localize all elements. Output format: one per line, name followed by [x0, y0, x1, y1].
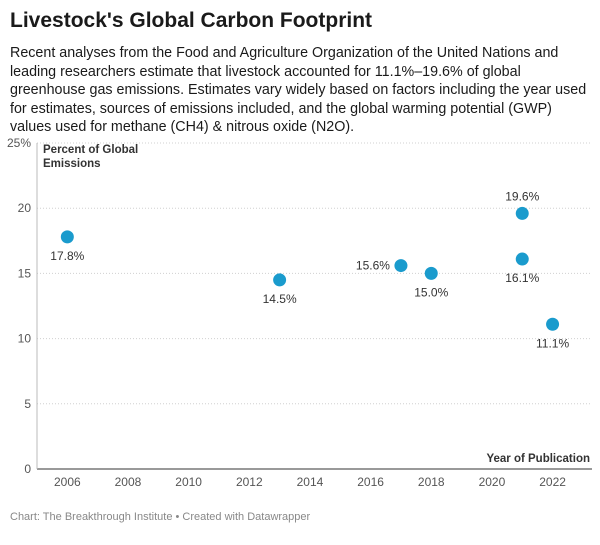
- data-label: 16.1%: [505, 271, 539, 285]
- x-tick-label: 2018: [418, 475, 445, 489]
- x-tick-label: 2022: [539, 475, 566, 489]
- data-point: [515, 206, 529, 220]
- y-tick-label: 25%: [7, 136, 31, 150]
- y-tick-label: 10: [18, 332, 32, 346]
- data-labels: 17.8% 14.5% 15.6% 15.0% 19.6% 16.1% 11.1%: [50, 189, 569, 350]
- data-point: [424, 266, 438, 280]
- x-tick-label: 2016: [357, 475, 384, 489]
- y-tick-label: 5: [24, 397, 31, 411]
- data-point: [546, 317, 560, 331]
- x-tick-label: 2010: [175, 475, 202, 489]
- data-label: 15.0%: [414, 285, 448, 299]
- data-label: 17.8%: [50, 249, 84, 263]
- chart-header: Livestock's Global Carbon Footprint Rece…: [10, 6, 592, 137]
- data-label: 11.1%: [536, 336, 569, 350]
- data-label: 19.6%: [505, 189, 539, 203]
- data-points: [60, 206, 560, 331]
- chart-description: Recent analyses from the Food and Agricu…: [10, 45, 587, 135]
- y-tick-label: 20: [18, 201, 32, 215]
- y-tick-label: 0: [24, 462, 31, 476]
- x-tick-label: 2008: [115, 475, 142, 489]
- data-point: [394, 259, 408, 273]
- x-tick-label: 2020: [479, 475, 506, 489]
- x-tick-label: 2014: [297, 475, 324, 489]
- data-point: [515, 252, 529, 266]
- y-axis-label: Percent of Global Emissions: [43, 144, 138, 170]
- data-label: 15.6%: [356, 259, 390, 273]
- chart-credit: Chart: The Breakthrough Institute • Crea…: [10, 511, 311, 523]
- x-axis-label: Year of Publication: [486, 453, 590, 465]
- axes: 0 5 10 15 20 25% 2006 2008 2010 2012 2014 2016 2018 2…: [7, 136, 592, 489]
- grid-lines: [37, 142, 592, 405]
- data-label: 14.5%: [263, 292, 297, 306]
- x-tick-label: 2012: [236, 475, 263, 489]
- data-point: [60, 230, 74, 244]
- y-tick-label: 15: [18, 266, 32, 280]
- data-point: [273, 273, 287, 287]
- x-tick-label: 2006: [54, 475, 81, 489]
- chart-title: Livestock's Global Carbon Footprint: [10, 9, 373, 32]
